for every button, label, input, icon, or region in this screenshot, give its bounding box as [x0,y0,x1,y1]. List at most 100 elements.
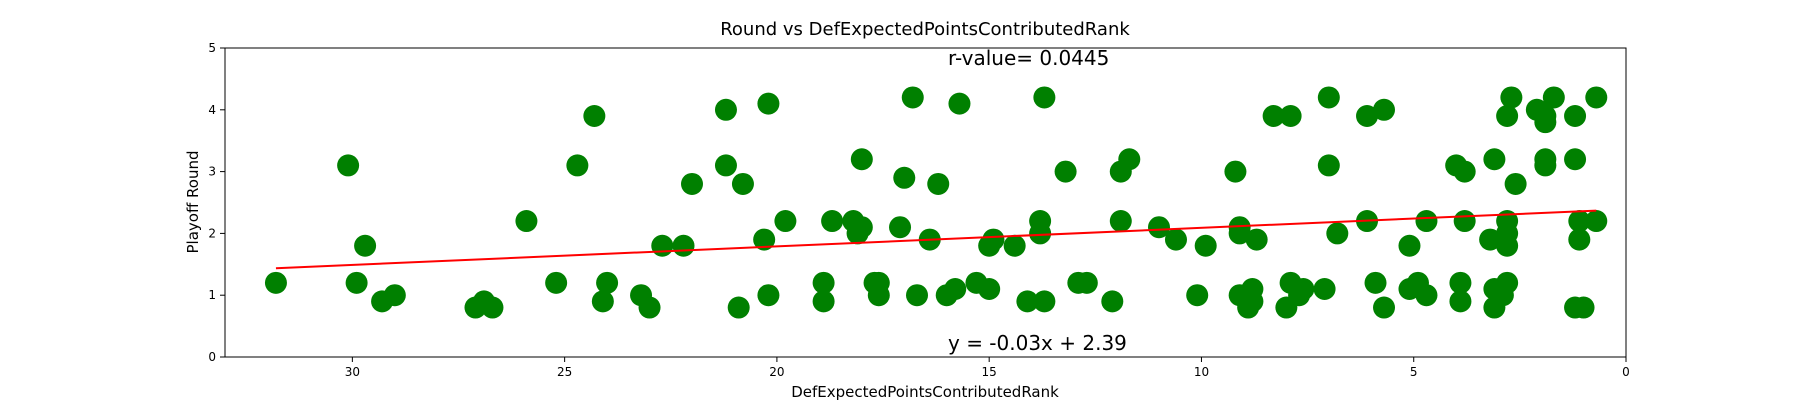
data-point [978,278,1001,301]
data-point [731,172,754,195]
data-point [1496,104,1519,127]
data-point [1449,290,1472,313]
data-point [727,296,750,319]
data-point [383,284,406,307]
data-point [1262,104,1285,127]
data-point [638,296,661,319]
data-point [944,278,967,301]
x-tick-label: 30 [345,365,360,379]
regression-line [275,209,1597,270]
data-point [1118,148,1141,171]
data-point [812,271,835,294]
data-point [821,210,844,233]
data-point [1029,222,1052,245]
data-point [1373,98,1396,121]
data-point [481,296,504,319]
data-point [1364,271,1387,294]
data-point [867,284,890,307]
y-tick-label: 1 [208,288,216,302]
chart-title: Round vs DefExpectedPointsContributedRan… [720,19,1130,40]
data-point [1075,271,1098,294]
data-point [893,166,916,189]
x-tick-label: 10 [1194,365,1209,379]
data-point [545,271,568,294]
y-tick-label: 3 [208,165,216,179]
x-tick-label: 25 [557,365,572,379]
data-point [1279,104,1302,127]
data-point [1101,290,1124,313]
data-point [1504,172,1527,195]
data-point [1500,86,1523,109]
data-point [1194,234,1217,257]
data-point [1496,271,1519,294]
data-point [1033,290,1056,313]
data-point [1373,296,1396,319]
data-point [1164,228,1187,251]
data-point [1241,278,1264,301]
data-point [1449,271,1472,294]
data-point [901,86,924,109]
data-point [753,228,776,251]
data-point [596,271,619,294]
data-point [672,234,695,257]
data-point [681,172,703,195]
data-point [948,92,971,115]
data-point [1054,160,1077,183]
data-point [850,216,873,239]
data-point [1415,284,1438,307]
data-point [1186,284,1209,307]
data-point [1109,210,1132,233]
data-point [757,92,780,115]
data-point [566,154,589,177]
data-point [354,234,377,257]
data-point [757,284,780,307]
data-point [1496,234,1519,257]
y-tick-label: 0 [208,350,216,364]
y-tick-label: 2 [208,226,216,240]
data-point [1356,104,1379,127]
x-tick-label: 0 [1622,365,1630,379]
data-point [1479,228,1502,251]
y-tick-label: 5 [208,41,216,55]
x-axis: 30 25 20 15 10 5 0 [345,357,1630,379]
y-axis: 0 1 2 3 4 5 [208,41,225,364]
data-point [1564,104,1587,127]
x-axis-label: DefExpectedPointsContributedRank [791,383,1059,400]
data-point [889,216,912,239]
y-axis-label: Playoff Round [184,150,202,253]
data-point [1572,296,1595,319]
data-point [1564,148,1587,171]
data-point [1317,86,1340,109]
data-point [1398,234,1421,257]
data-point [1228,222,1251,245]
x-tick-label: 15 [982,365,997,379]
data-point [774,210,797,233]
x-tick-label: 20 [769,365,784,379]
x-tick-label: 5 [1410,365,1418,379]
data-point [1585,210,1608,233]
regression-equation-annotation: y = -0.03x + 2.39 [948,331,1127,355]
data-point [1016,290,1039,313]
data-point [1542,86,1565,109]
data-point [651,234,674,257]
data-point [927,172,950,195]
data-point [982,228,1005,251]
data-point [1415,210,1438,233]
data-point [850,148,873,171]
data-point [1003,234,1026,257]
data-point [1317,154,1340,177]
data-point [583,104,606,127]
data-point [1326,222,1349,245]
data-point [264,271,287,294]
r-value-annotation: r-value= 0.0445 [948,46,1109,70]
data-point [1453,160,1476,183]
data-point [1033,86,1056,109]
data-point [1453,210,1476,233]
data-point [345,271,368,294]
data-point [1568,228,1591,251]
data-point [1245,228,1268,251]
data-point [1313,278,1336,301]
data-point [1568,210,1591,233]
data-point [1534,111,1557,134]
